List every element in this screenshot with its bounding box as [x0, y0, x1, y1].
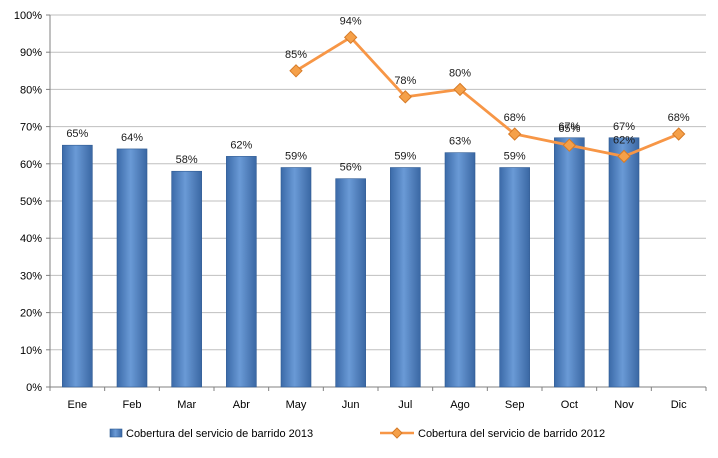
legend-swatch-marker: [391, 427, 403, 439]
bar-data-label: 64%: [121, 132, 143, 144]
bar-data-label: 65%: [66, 128, 88, 140]
bar-data-label: 63%: [449, 136, 471, 148]
bar-series-2013: [62, 137, 640, 388]
y-tick-label: 50%: [20, 196, 42, 208]
line-marker: [398, 90, 413, 104]
data-labels: 65% 64% 58% 62% 59% 56% 59% 63% 59% 67% 67% 85% 94% 7…: [66, 15, 690, 173]
line-data-label: 78%: [394, 75, 416, 87]
bar: [390, 167, 421, 388]
bar: [62, 144, 93, 388]
line-marker: [562, 138, 577, 152]
bar: [116, 148, 148, 388]
y-tick-label: 40%: [20, 233, 42, 245]
x-tick-label: Ago: [450, 399, 470, 411]
y-tick-label: 30%: [20, 270, 42, 282]
line-data-label: 65%: [558, 123, 580, 135]
x-tick-label: Oct: [561, 399, 578, 411]
x-tick-label: May: [286, 399, 307, 411]
line-data-label: 68%: [668, 112, 690, 124]
line-marker: [507, 127, 522, 141]
x-tick-label: Jul: [398, 399, 412, 411]
legend-label-2013: Cobertura del servicio de barrido 2013: [126, 428, 313, 440]
bar-data-label: 62%: [230, 139, 252, 151]
y-tick-label: 70%: [20, 122, 42, 134]
x-tick-label: Ene: [68, 399, 88, 411]
line-series-2012: [289, 30, 686, 164]
legend-label-2012: Cobertura del servicio de barrido 2012: [418, 428, 605, 440]
line-marker: [617, 149, 631, 164]
bar-data-label: 56%: [340, 162, 362, 174]
legend-swatch-bar: [109, 428, 123, 438]
bar-data-label: 59%: [285, 151, 307, 163]
line-marker: [671, 127, 686, 141]
y-tick-label: 10%: [20, 345, 42, 357]
line-data-label: 94%: [340, 15, 362, 27]
bar: [499, 167, 530, 388]
bar-data-label: 67%: [613, 121, 635, 133]
y-tick-label: 100%: [14, 10, 42, 22]
bar: [444, 152, 476, 388]
x-tick-label: Nov: [614, 399, 634, 411]
line-data-label: 80%: [449, 67, 471, 79]
line-marker: [453, 82, 467, 97]
line-data-label: 85%: [285, 49, 307, 61]
bar: [554, 137, 585, 388]
axes: 0% 10% 20% 30% 40% 50% 60% 70% 80% 90% 100% Ene Feb M…: [14, 10, 707, 411]
series-line: [295, 35, 680, 158]
x-tick-label: Dic: [671, 399, 687, 411]
bar-data-label: 59%: [504, 151, 526, 163]
x-tick-label: Abr: [233, 399, 250, 411]
x-tick-label: Mar: [177, 399, 196, 411]
y-tick-label: 80%: [20, 84, 42, 96]
gridlines: [50, 14, 706, 351]
line-marker: [289, 64, 303, 78]
line-data-label: 62%: [613, 134, 635, 146]
bar: [171, 170, 202, 388]
bar: [280, 167, 312, 388]
x-tick-label: Sep: [505, 399, 525, 411]
bar: [608, 137, 640, 388]
line-data-label: 68%: [504, 112, 526, 124]
bar-data-label: 67%: [558, 121, 580, 133]
legend: Cobertura del servicio de barrido 2013 Co…: [109, 427, 605, 440]
y-tick-label: 90%: [20, 47, 42, 59]
bar: [335, 178, 366, 388]
bar-data-label: 59%: [394, 151, 416, 163]
x-tick-label: Feb: [123, 399, 142, 411]
y-tick-label: 60%: [20, 159, 42, 171]
bar: [226, 156, 257, 388]
line-marker: [343, 30, 358, 45]
bar-data-label: 58%: [176, 154, 198, 166]
y-tick-label: 0%: [26, 382, 42, 394]
y-tick-label: 20%: [20, 308, 42, 320]
x-tick-label: Jun: [342, 399, 360, 411]
